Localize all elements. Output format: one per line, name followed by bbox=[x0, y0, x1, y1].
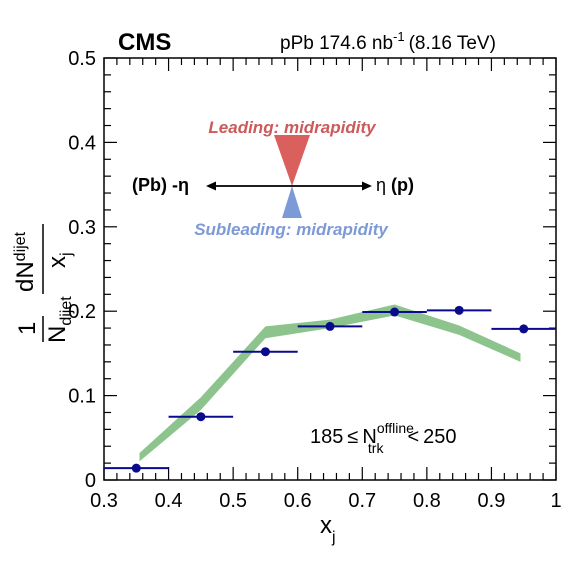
y-axis-title: 1 Ndijet dNdijet xj bbox=[12, 224, 75, 343]
x-tick-label: 0.5 bbox=[219, 490, 247, 512]
eta-arrow-left-head bbox=[206, 181, 216, 191]
data-point bbox=[260, 347, 270, 357]
x-tick-label: 0.3 bbox=[90, 490, 118, 512]
data-point bbox=[390, 307, 400, 317]
data-point bbox=[454, 305, 464, 315]
svg-text:Ndijet: Ndijet bbox=[44, 296, 75, 343]
x-tick-label: 0.4 bbox=[155, 490, 183, 512]
experiment-label: CMS bbox=[118, 29, 171, 56]
tick-labels-layer: 0.3 0.4 0.5 0.6 0.7 0.8 0.9 1 0 0.1 0.2 0.3 0.4 0.5 bbox=[68, 48, 561, 512]
multiplicity-selection: 185 ≤ Noffline trk <250 bbox=[310, 420, 457, 456]
y-tick-label: 0.2 bbox=[68, 301, 96, 323]
x-tick-label: 1 bbox=[550, 490, 561, 512]
luminosity-label: pPb 174.6 nb-1 (8.16 TeV) bbox=[280, 29, 496, 54]
left-eta-label: (Pb) -η bbox=[132, 175, 189, 195]
data-point bbox=[519, 324, 529, 334]
subleading-triangle bbox=[282, 186, 302, 218]
x-tick-label: 0.6 bbox=[284, 490, 312, 512]
systematic-band-layer bbox=[139, 304, 521, 462]
data-point bbox=[131, 463, 141, 473]
svg-text:1: 1 bbox=[14, 322, 41, 335]
leading-label: Leading: midrapidity bbox=[208, 118, 377, 137]
data-point bbox=[325, 321, 335, 331]
subleading-label: Subleading: midrapidity bbox=[194, 220, 389, 239]
y-tick-label: 0.1 bbox=[68, 386, 96, 408]
right-eta-label: η (p) bbox=[376, 175, 414, 195]
data-point bbox=[196, 412, 206, 422]
leading-triangle bbox=[274, 135, 310, 186]
y-tick-label: 0.3 bbox=[68, 217, 96, 239]
x-tick-label: 0.8 bbox=[413, 490, 441, 512]
x-axis-title: xj bbox=[320, 512, 336, 546]
svg-text:dNdijet: dNdijet bbox=[12, 231, 39, 292]
y-tick-label: 0.4 bbox=[68, 132, 96, 154]
x-tick-label: 0.7 bbox=[348, 490, 376, 512]
svg-text:xj: xj bbox=[44, 252, 75, 268]
systematic-band bbox=[139, 304, 521, 462]
plot-frame bbox=[103, 57, 557, 481]
x-tick-label: 0.9 bbox=[478, 490, 506, 512]
data-points-layer bbox=[104, 305, 556, 473]
y-tick-label: 0 bbox=[85, 470, 96, 492]
eta-arrow-right-head bbox=[362, 181, 372, 191]
y-tick-label: 0.5 bbox=[68, 48, 96, 70]
